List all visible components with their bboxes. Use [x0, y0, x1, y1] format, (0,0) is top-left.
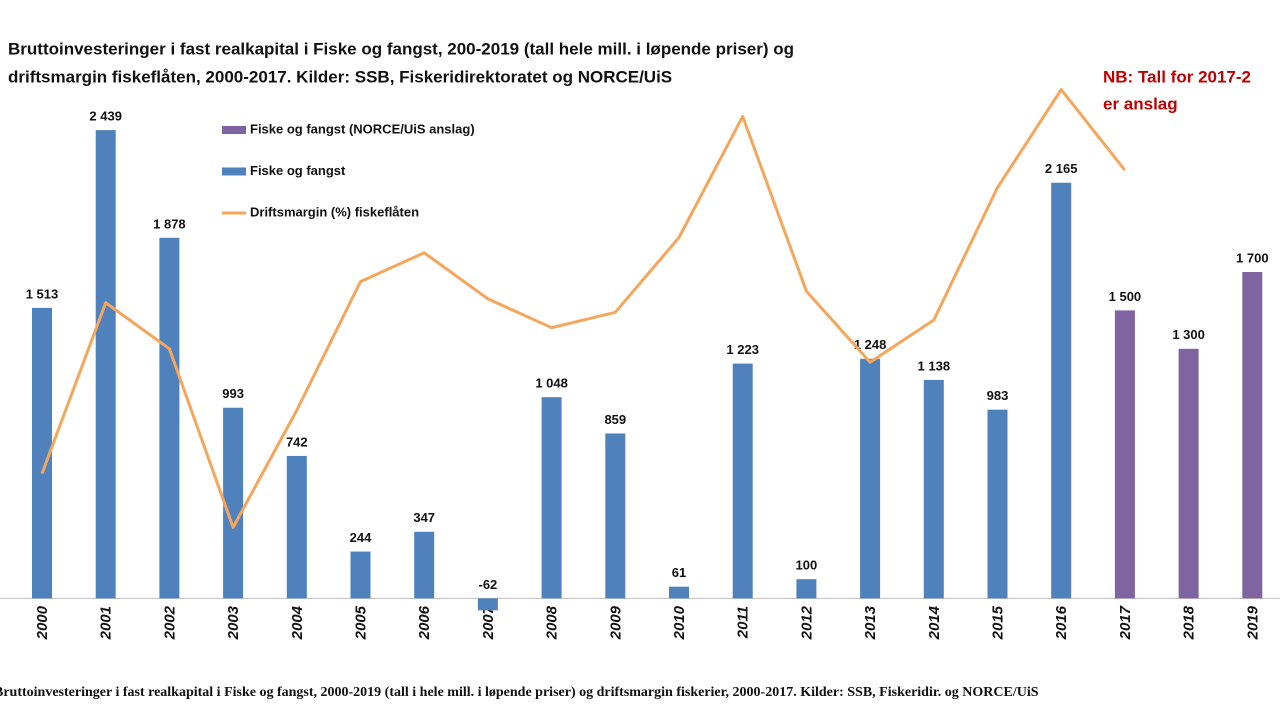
bar [669, 586, 689, 599]
chart-title: Bruttoinvesteringer i fast realkapital i… [8, 39, 794, 58]
x-tick-label: 2018 [1181, 605, 1198, 640]
x-tick-label: 2004 [289, 605, 306, 640]
line [40, 88, 1127, 529]
x-tick-label: 2011 [735, 606, 752, 639]
value-label: 1 700 [1236, 250, 1269, 265]
x-tick-label: 2014 [926, 605, 943, 640]
annotation: NB: Tall for 2017-2 [1103, 67, 1251, 86]
x-tick-label: 2002 [161, 605, 178, 640]
bar [732, 363, 753, 599]
legend-label: Driftsmargin (%) fiskeflåten [250, 204, 419, 219]
x-tick-label: 2017 [1117, 605, 1134, 640]
value-label: 1 048 [535, 376, 568, 391]
legend-label: Fiske og fangst [250, 163, 346, 178]
value-label: 1 248 [854, 337, 887, 352]
value-label: 993 [222, 386, 244, 401]
x-tick-label: 2009 [607, 605, 624, 640]
value-label: 1 513 [26, 286, 59, 301]
bar [223, 407, 244, 599]
x-tick-label: 2001 [98, 606, 115, 640]
bar [477, 598, 498, 611]
x-tick-label: 2000 [34, 605, 51, 640]
value-label: 347 [413, 510, 435, 525]
chart-title: driftsmargin fiskeflåten, 2000-2017. Kil… [8, 67, 672, 86]
caption: Bruttoinvesteringer i fast realkapital i… [0, 685, 1039, 700]
value-label: 1 138 [918, 358, 951, 373]
bar [159, 237, 180, 599]
bar [1178, 348, 1199, 599]
bar [860, 358, 881, 599]
value-label: 1 500 [1109, 289, 1142, 304]
bar [1051, 182, 1072, 599]
bar [32, 307, 52, 599]
bar [286, 455, 307, 599]
value-label: 1 878 [153, 216, 186, 231]
annotation: er anslag [1103, 94, 1178, 113]
x-tick-label: 2008 [544, 605, 561, 640]
bar [923, 379, 944, 599]
bar [605, 433, 626, 599]
value-label: 61 [672, 565, 686, 580]
value-label: 100 [796, 558, 818, 573]
value-label: 1 223 [726, 342, 759, 357]
value-label: 983 [987, 388, 1009, 403]
x-tick-label: 2019 [1244, 605, 1261, 640]
x-tick-label: 2005 [352, 605, 369, 640]
legend-swatch [222, 167, 246, 176]
bar [1114, 310, 1135, 599]
value-label: 1 300 [1172, 327, 1205, 342]
bar [1242, 272, 1263, 599]
bar [796, 579, 817, 599]
legend-swatch [222, 126, 246, 134]
value-label: 244 [350, 530, 372, 545]
x-tick-label: 2010 [671, 605, 688, 640]
x-tick-label: 2012 [798, 605, 815, 640]
bar [414, 531, 435, 599]
x-tick-label: 2013 [862, 605, 879, 640]
x-tick-label: 2016 [1053, 605, 1070, 640]
value-label: 2 165 [1045, 161, 1078, 176]
value-label: 859 [604, 412, 626, 427]
bar [541, 397, 562, 599]
x-tick-label: 2003 [225, 605, 242, 640]
x-tick-label: 2007 [480, 605, 497, 640]
value-label: 2 439 [89, 109, 122, 124]
bar [987, 409, 1008, 599]
bar [350, 551, 371, 599]
x-tick-label: 2015 [989, 605, 1006, 640]
value-label: -62 [479, 577, 498, 592]
x-tick-label: 2006 [416, 605, 433, 640]
value-label: 742 [286, 434, 308, 449]
legend-label: Fiske og fangst (NORCE/UiS anslag) [250, 121, 475, 136]
bar [95, 130, 116, 599]
